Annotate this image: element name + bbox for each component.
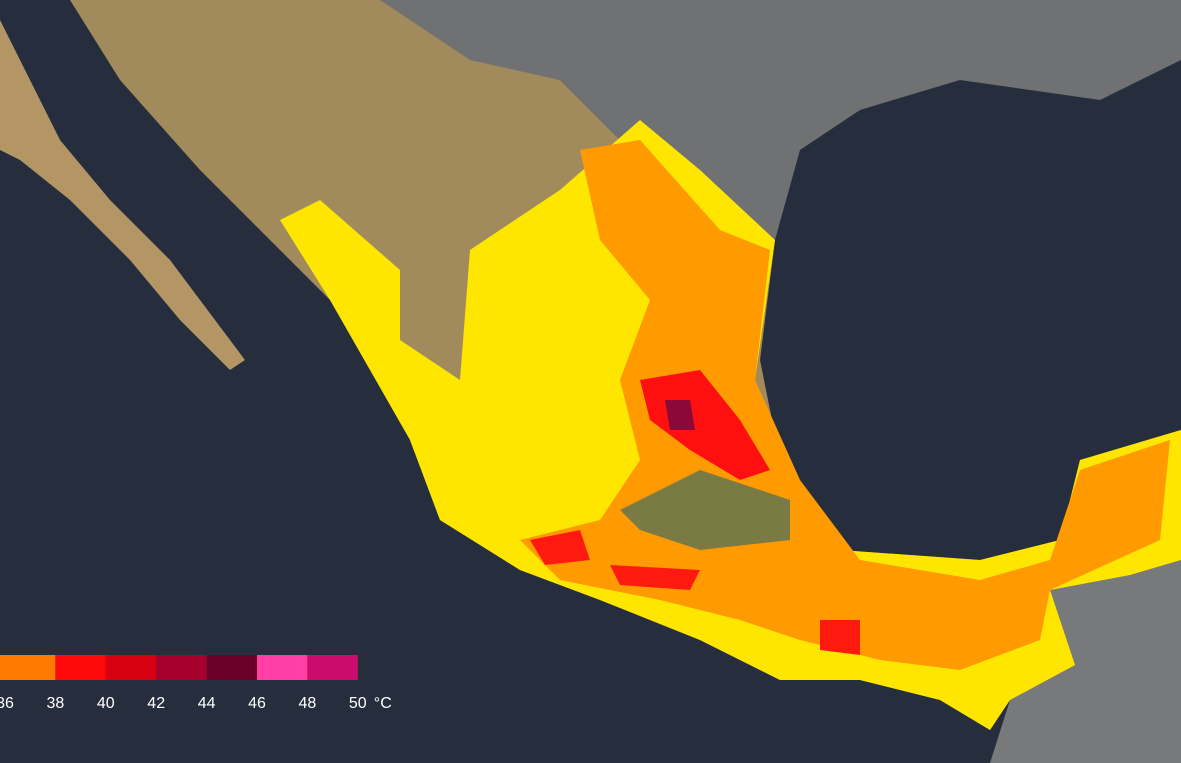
legend-tick-label: 44	[198, 695, 216, 712]
legend-swatch	[257, 655, 308, 680]
legend: 36 38 40 42 44 46 48 50 °C	[0, 655, 392, 712]
legend-swatch	[105, 655, 157, 680]
legend-tick-label: 48	[299, 695, 317, 712]
legend-tick-label: 50	[349, 695, 367, 712]
guatemala-land	[990, 560, 1181, 763]
usa-land	[380, 0, 1181, 240]
legend-tick-label: 36	[0, 695, 14, 712]
legend-swatch	[55, 655, 106, 680]
legend-tick-label: 46	[248, 695, 266, 712]
legend-swatch	[156, 655, 207, 680]
legend-tick-label: 42	[147, 695, 165, 712]
cool-highlands	[620, 470, 790, 550]
baja-california	[0, 20, 245, 370]
heat-red-spots	[530, 530, 860, 655]
legend-tick-label: 40	[97, 695, 115, 712]
legend-tick-label: 38	[47, 695, 65, 712]
legend-unit: °C	[374, 695, 392, 712]
legend-swatch	[0, 655, 56, 680]
heat-red	[640, 370, 770, 480]
legend-swatch	[206, 655, 257, 680]
heat-dark	[665, 400, 695, 430]
legend-swatch	[307, 655, 358, 680]
